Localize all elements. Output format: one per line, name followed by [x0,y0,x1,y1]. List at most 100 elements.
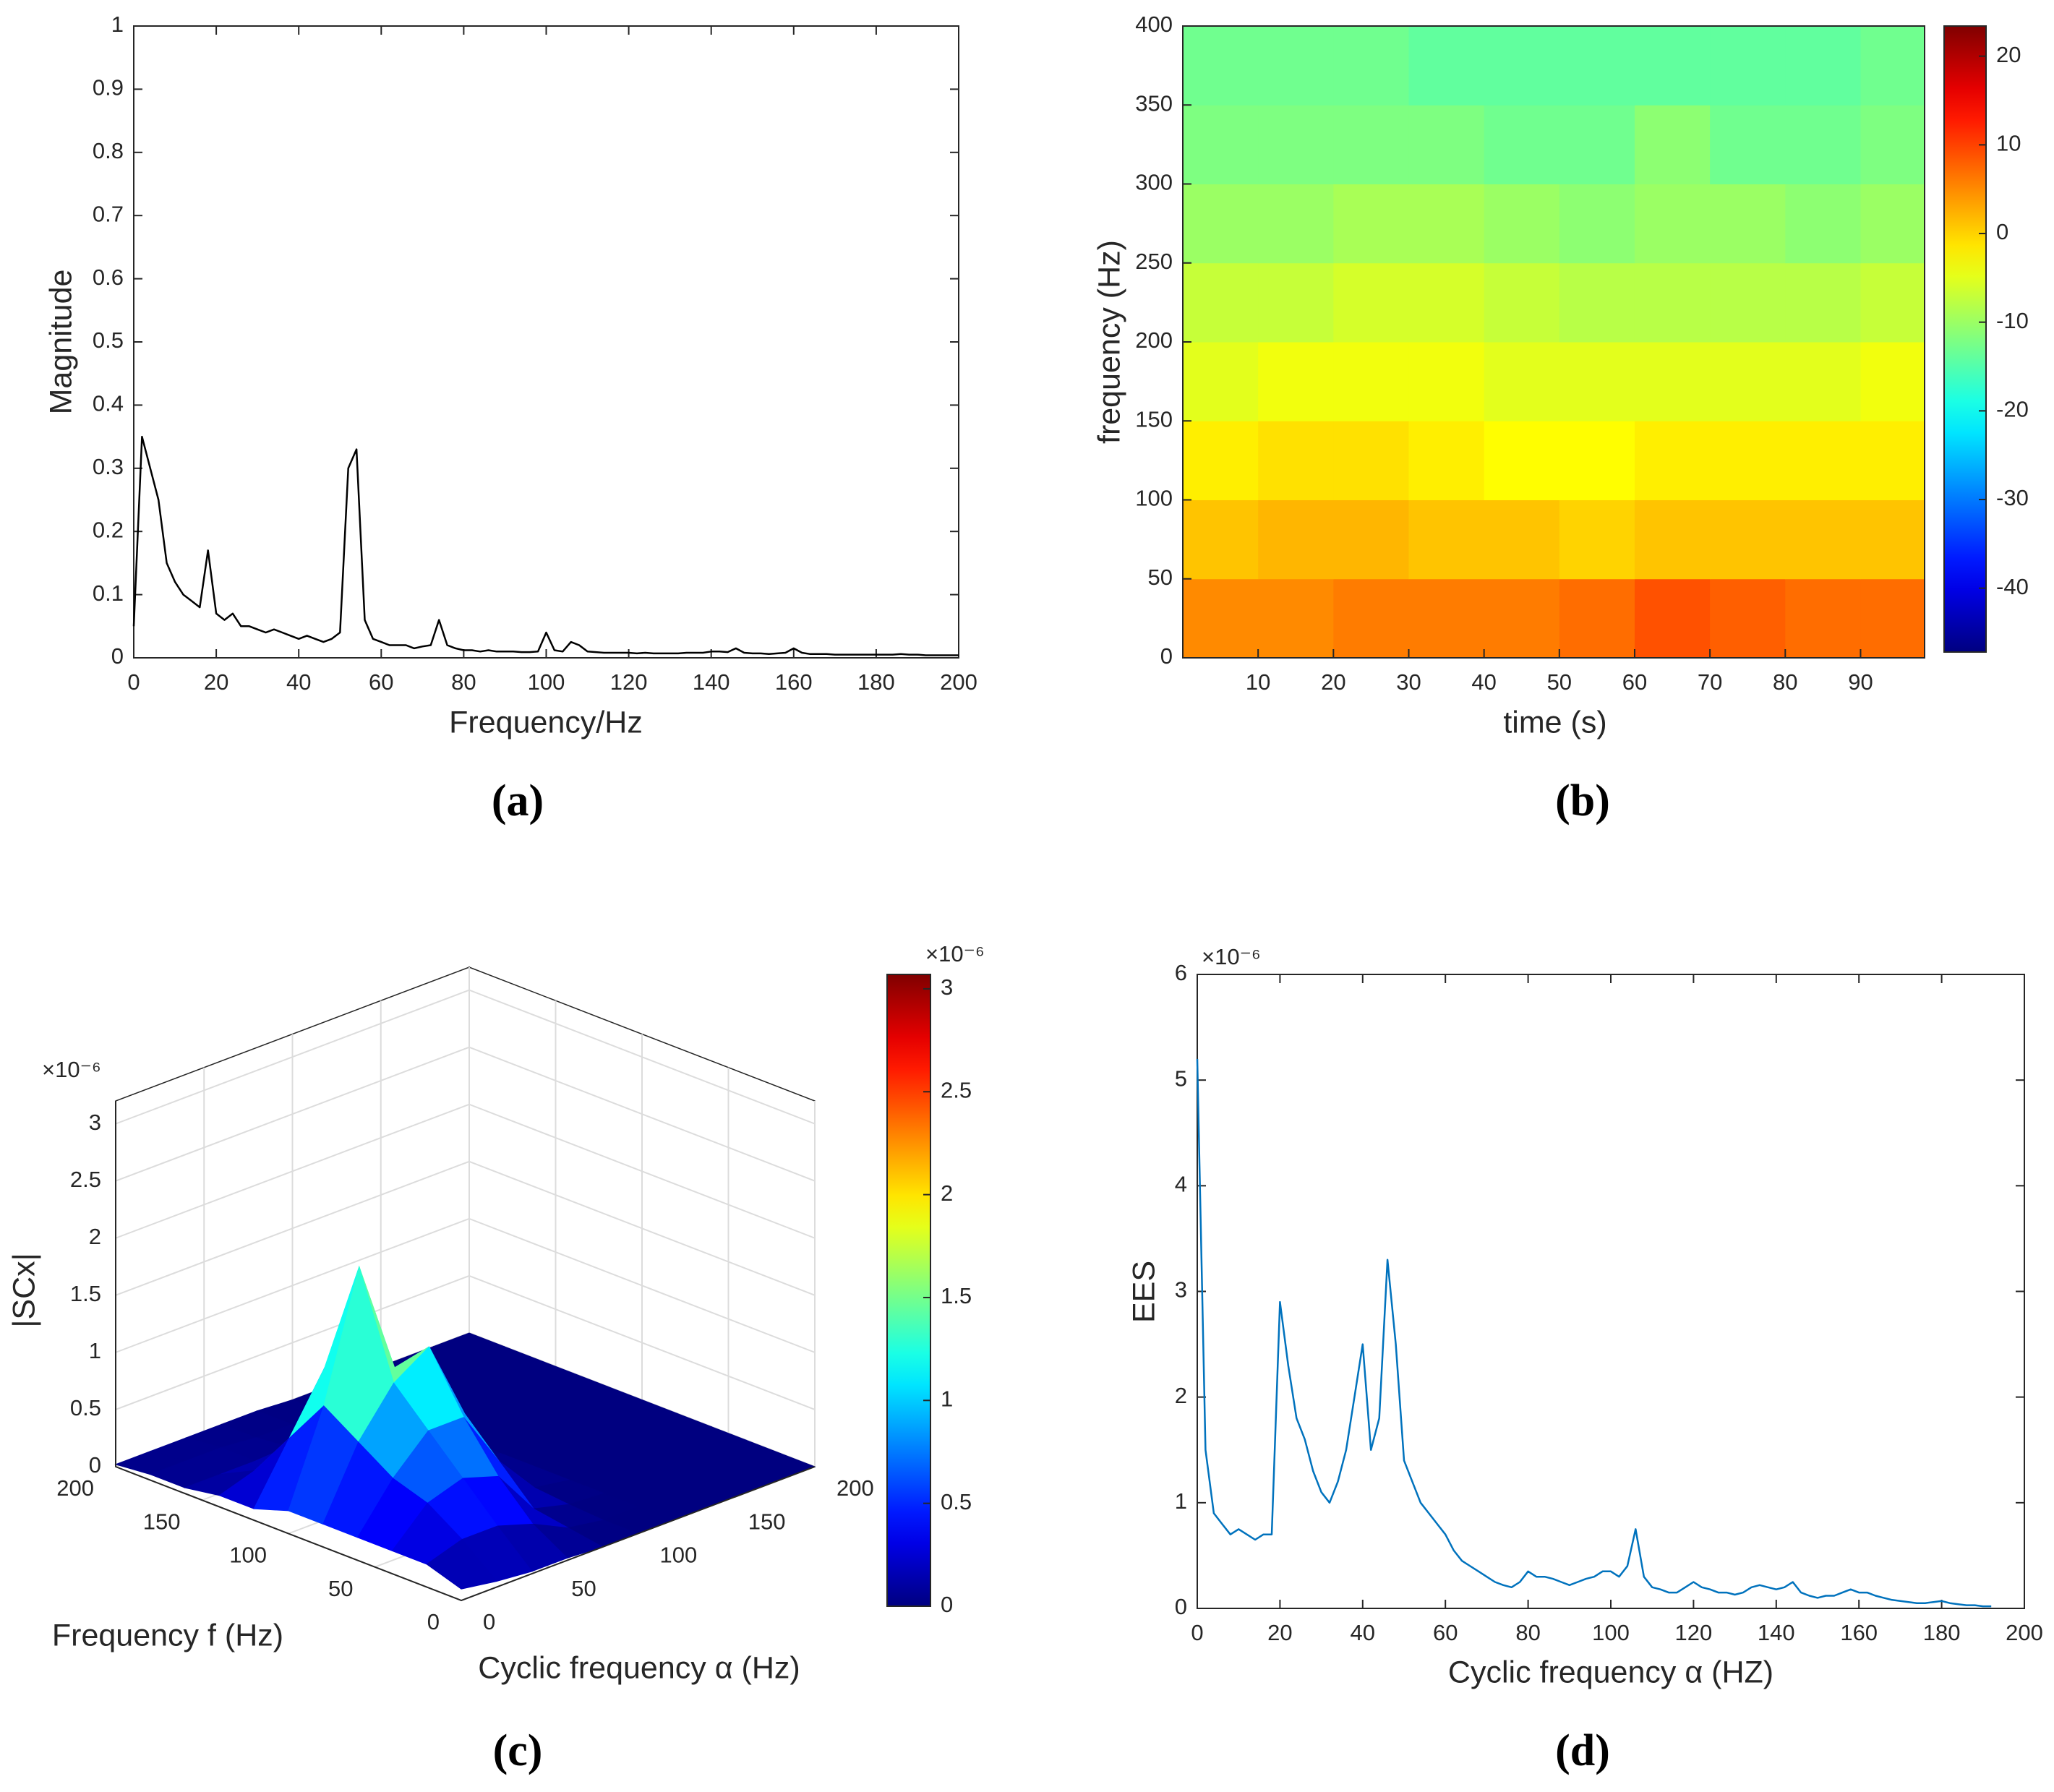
x-tick-label: 120 [1675,1620,1713,1645]
heatmap-cell [1333,342,1409,421]
x-tick-label: 20 [1267,1620,1292,1645]
colorbar-tick-label: 3 [941,974,953,1000]
y-tick-label: 0 [1175,1594,1187,1619]
heatmap-cell [1408,105,1485,184]
colorbar-tick-label: -10 [1996,308,2029,333]
z-tick-label: 0.5 [70,1395,101,1420]
z-tick-label: 2 [89,1224,101,1249]
heatmap-cell [1484,500,1560,580]
x-tick-label: 70 [1698,669,1722,695]
heatmap-cell [1710,342,1786,421]
x-tick-label: 140 [693,669,730,695]
f-tick-label: 150 [143,1509,181,1534]
colorbar-exponent-label: ×10⁻⁶ [925,941,985,966]
heatmap-cell [1860,262,1925,343]
heatmap-cell [1559,421,1635,500]
y-tick-label: 50 [1148,565,1173,590]
x-tick-label: 30 [1396,669,1421,695]
x-tick-label: 20 [1321,669,1345,695]
x-tick-label: 200 [2006,1620,2043,1645]
heatmap-cell [1860,578,1925,659]
heatmap-cell [1559,342,1635,421]
x-tick-label: 100 [1592,1620,1630,1645]
colorbar-tick-label: 2 [941,1180,953,1206]
y-tick-label: 100 [1135,486,1173,511]
heatmap-cell [1559,578,1635,659]
heatmap-cell [1258,342,1334,421]
heatmap-cell [1258,262,1334,343]
heatmap-cell [1710,262,1786,343]
colorbar-tick-label: 1 [941,1386,953,1411]
heatmap-cell [1710,500,1786,580]
heatmap-cell [1634,262,1711,343]
f-tick-label: 200 [56,1475,94,1501]
x-tick-label: 200 [940,669,977,695]
heatmap-cell [1183,500,1259,580]
z-tick-label: 3 [89,1110,101,1135]
colorbar-tick-label: -40 [1996,574,2029,599]
heatmap-cell [1408,421,1485,500]
alpha-tick-label: 200 [836,1475,874,1501]
y-tick-label: 2 [1175,1383,1187,1408]
heatmap-cell [1785,262,1861,343]
heatmap-cell [1183,342,1259,421]
data-line [132,435,959,656]
y-tick-label: 250 [1135,249,1173,274]
heatmap-cell [1484,421,1560,500]
panel-caption: (b) [1555,776,1610,826]
heatmap-cell [1785,105,1861,184]
heatmap-cell [1860,26,1925,106]
axes-frame [133,25,959,659]
exponent-label: ×10⁻⁶ [1202,944,1261,969]
y-tick-label: 1 [111,12,124,37]
heatmap-cell [1408,262,1485,343]
x-tick-label: 60 [1433,1620,1458,1645]
heatmap-cell [1710,421,1786,500]
x-tick-label: 10 [1246,669,1270,695]
z-tick-label: 0 [89,1452,101,1478]
y-tick-label: 0.7 [93,201,124,226]
y-tick-label: 0.5 [93,327,124,353]
heatmap-cell [1634,105,1711,184]
heatmap-cell [1333,26,1409,106]
y-tick-label: 150 [1135,406,1173,432]
f-axis-label: Frequency f (Hz) [52,1618,283,1652]
heatmap-cell [1183,262,1259,343]
heatmap-cell [1484,262,1560,343]
colorbar-tick-label: 10 [1996,131,2021,156]
x-tick-label: 20 [204,669,228,695]
heatmap-cell [1559,26,1635,106]
x-tick-label: 0 [127,669,140,695]
heatmap-cell [1333,578,1409,659]
heatmap-cell [1710,105,1786,184]
y-tick-label: 350 [1135,90,1173,116]
x-tick-label: 40 [1351,1620,1375,1645]
heatmap-cell [1333,262,1409,343]
heatmap-cell [1408,184,1485,264]
heatmap-cell [1634,578,1711,659]
y-tick-label: 5 [1175,1066,1187,1091]
alpha-tick-label: 0 [483,1609,495,1634]
heatmap-cell [1785,500,1861,580]
heatmap-cell [1634,26,1711,106]
z-tick-label: 1.5 [70,1281,101,1306]
y-tick-label: 1 [1175,1488,1187,1514]
x-tick-label: 50 [1547,669,1572,695]
data-line [1196,1058,1992,1608]
heatmap-cell [1710,26,1786,106]
x-tick-label: 80 [1515,1620,1540,1645]
x-axis-label: time (s) [1503,705,1606,739]
colorbar-tick-label: 0.5 [941,1489,972,1514]
heatmap-cell [1860,105,1925,184]
heatmap-cell [1785,421,1861,500]
x-tick-label: 120 [610,669,648,695]
heatmap-cell [1333,105,1409,184]
colorbar-tick-label: 0 [1996,219,2008,244]
y-tick-label: 0.4 [93,391,124,416]
heatmap-cell [1408,342,1485,421]
heatmap-cell [1183,105,1259,184]
x-tick-label: 60 [1622,669,1647,695]
heatmap-cell [1258,578,1334,659]
heatmap-cell [1484,26,1560,106]
y-tick-label: 0.2 [93,517,124,542]
